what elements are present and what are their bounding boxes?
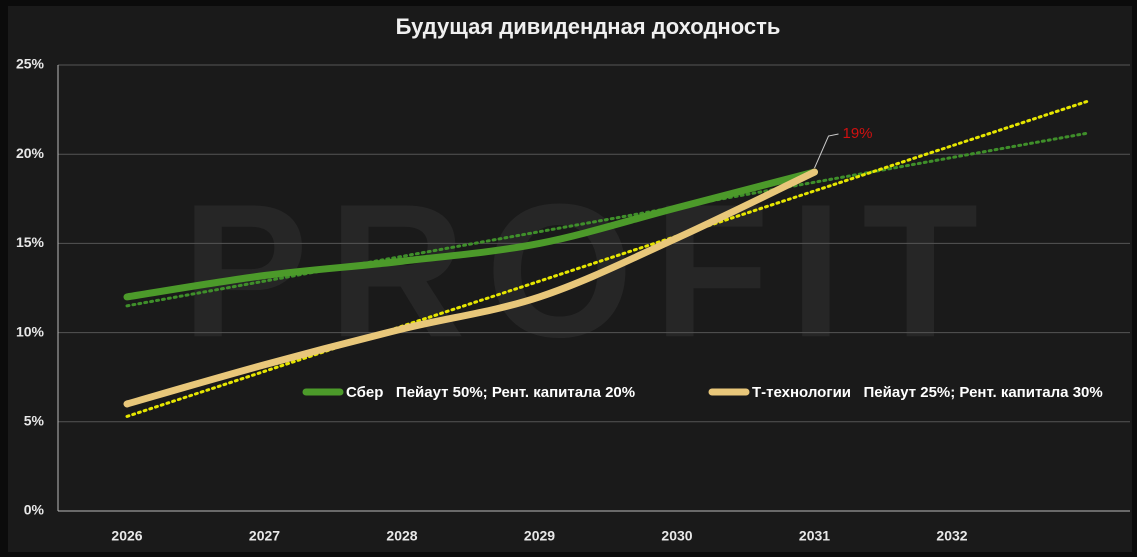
x-tick-label: 2027 [249, 528, 280, 544]
series-line [123, 168, 818, 408]
y-tick-label: 25% [16, 56, 45, 72]
legend-label: Т-технологии Пейаут 25%; Рент. капитала … [752, 384, 1103, 401]
trend-line [125, 131, 1091, 308]
series-line [123, 168, 818, 301]
legend-label: Сбер Пейаут 50%; Рент. капитала 20% [346, 384, 635, 401]
trend-line [125, 99, 1091, 418]
y-tick-label: 0% [24, 502, 45, 518]
x-tick-label: 2031 [799, 528, 830, 544]
x-tick-label: 2028 [386, 528, 417, 544]
plot-background [8, 6, 1132, 552]
x-tick-label: 2032 [936, 528, 967, 544]
y-tick-label: 15% [16, 234, 45, 250]
x-tick-label: 2029 [524, 528, 555, 544]
x-tick-label: 2026 [111, 528, 142, 544]
x-tick-label: 2030 [661, 528, 692, 544]
annotation-leader [814, 133, 839, 169]
y-tick-label: 20% [16, 145, 45, 161]
annotation: 19% [843, 125, 873, 142]
y-tick-label: 5% [24, 413, 45, 429]
chart-title: Будущая дивидендная доходность [396, 14, 781, 39]
y-tick-label: 10% [16, 323, 45, 339]
